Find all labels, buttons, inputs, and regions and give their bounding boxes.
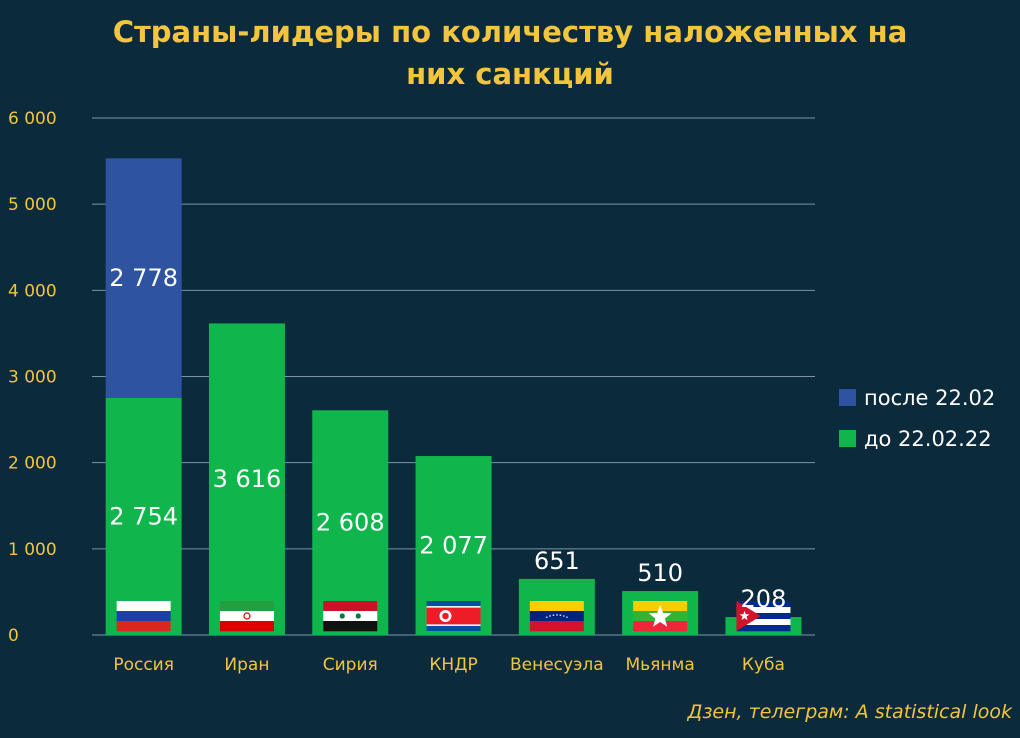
category-label: Куба [742, 655, 785, 675]
category-label: КНДР [429, 655, 477, 675]
chart-title: Страны-лидеры по количеству наложенных н… [113, 15, 908, 91]
y-tick-label: 0 [8, 626, 19, 646]
bars [105, 158, 802, 635]
value-label: 2 608 [316, 509, 385, 537]
value-label: 208 [741, 585, 787, 613]
category-label: Сирия [323, 655, 378, 675]
y-tick-label: 5 000 [8, 195, 57, 215]
iran-flag-icon [219, 601, 274, 632]
category-label: Иран [224, 655, 269, 675]
category-label: Венесуэла [510, 655, 604, 675]
value-label: 2 778 [109, 264, 178, 292]
value-label: 3 616 [213, 465, 282, 493]
x-axis: Россия Иран Сирия КНДР Венесуэла Мьянма Куба [113, 655, 785, 675]
bar-before-2 [312, 410, 389, 635]
title-line: них санкций [406, 57, 614, 91]
legend-swatch [839, 430, 856, 447]
value-label: 510 [637, 559, 683, 587]
y-axis: 0 1 000 2 000 3 000 4 000 5 000 6 000 [8, 109, 57, 646]
value-label: 651 [534, 547, 580, 575]
bar-before-1 [208, 323, 285, 635]
value-label: 2 077 [419, 532, 488, 560]
syria-flag-icon [323, 601, 378, 632]
y-tick-label: 3 000 [8, 368, 57, 388]
legend-label: после 22.02 [864, 386, 995, 410]
north-korea-flag-icon [426, 601, 481, 631]
category-label: Мьянма [626, 655, 695, 675]
y-tick-label: 2 000 [8, 454, 57, 474]
russia-flag-icon [116, 601, 171, 632]
title-line: Страны-лидеры по количеству наложенных н… [113, 15, 908, 49]
legend-swatch [839, 389, 856, 406]
myanmar-flag-icon [633, 601, 688, 632]
venezuela-flag-icon [529, 601, 584, 632]
value-labels: 2 754 2 778 3 616 2 608 2 077 651 510 208 [109, 264, 786, 613]
cuba-flag-icon [736, 601, 791, 632]
y-tick-label: 6 000 [8, 109, 57, 129]
bar-before-0 [105, 397, 182, 635]
value-label: 2 754 [109, 502, 178, 530]
y-tick-label: 1 000 [8, 540, 57, 560]
y-tick-label: 4 000 [8, 281, 57, 301]
category-label: Россия [113, 655, 174, 675]
flags [116, 601, 791, 632]
legend-label: до 22.02.22 [864, 427, 992, 451]
bar-after-0 [105, 158, 182, 398]
legend: после 22.02 до 22.02.22 [839, 386, 995, 451]
source-note: Дзен, телеграм: A statistical look [686, 701, 1013, 723]
